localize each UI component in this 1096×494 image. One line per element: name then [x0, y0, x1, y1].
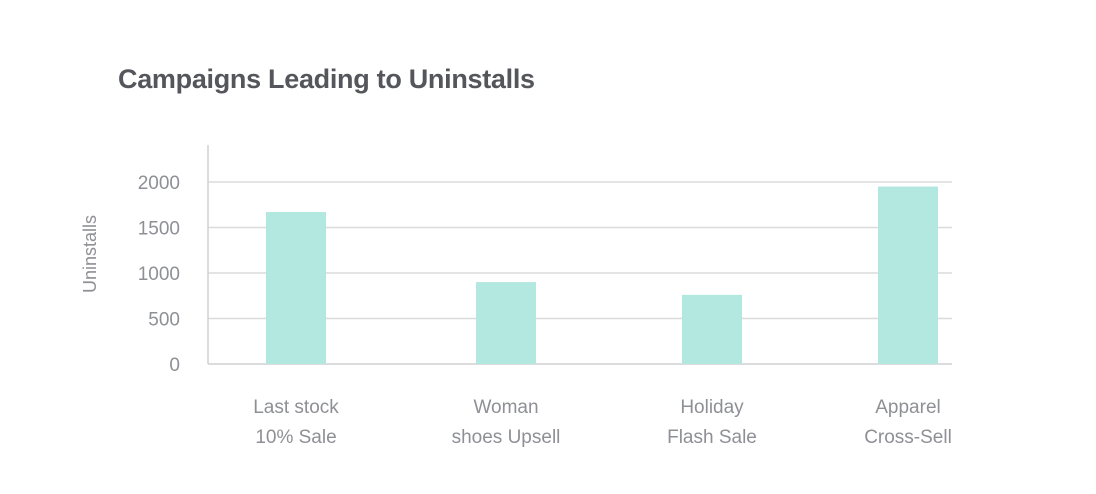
y-tick-labels: 0 500 1000 1500 2000 — [138, 173, 180, 376]
grid-lines — [208, 181, 952, 320]
y-tick-label: 1000 — [138, 264, 180, 285]
axes — [207, 145, 952, 365]
y-axis-label: Uninstalls — [80, 215, 100, 293]
y-tick-label: 500 — [148, 310, 180, 331]
x-tick-label: shoes Upsell — [452, 427, 561, 448]
x-tick-labels: Last stock 10% Sale Woman shoes Upsell Holid… — [253, 397, 952, 448]
x-tick-label: Apparel — [875, 397, 941, 418]
y-tick-label: 1500 — [138, 219, 180, 240]
x-tick-label: Woman — [473, 397, 538, 418]
x-tick-label: Cross-Sell — [864, 427, 952, 448]
y-tick-label: 0 — [169, 355, 180, 376]
bars — [266, 186, 938, 364]
bar — [682, 294, 742, 364]
bar — [878, 186, 938, 364]
bar — [476, 282, 536, 364]
x-tick-label: Holiday — [680, 397, 744, 418]
x-tick-label: Flash Sale — [667, 427, 757, 448]
y-tick-label: 2000 — [138, 173, 180, 194]
x-tick-label: 10% Sale — [255, 427, 336, 448]
chart-title: Campaigns Leading to Uninstalls — [118, 64, 535, 94]
bar — [266, 212, 326, 364]
x-tick-label: Last stock — [253, 397, 339, 418]
